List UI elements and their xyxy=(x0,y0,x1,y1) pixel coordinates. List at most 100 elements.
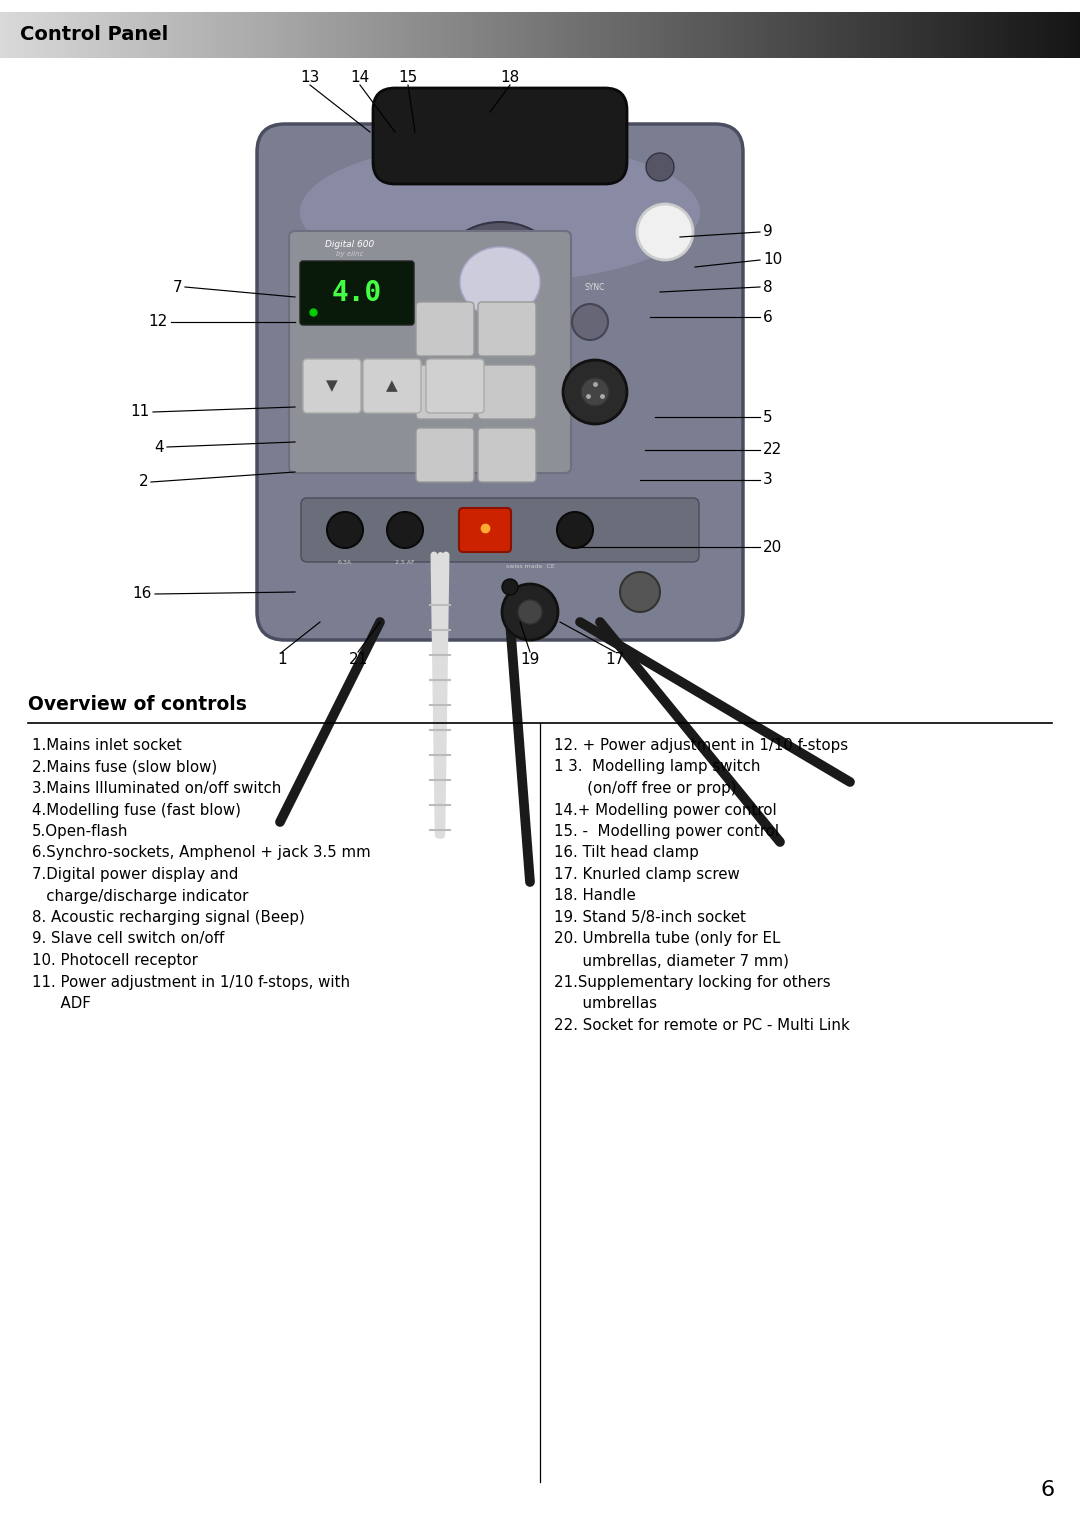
Bar xyxy=(392,12,396,58)
Bar xyxy=(472,12,475,58)
FancyBboxPatch shape xyxy=(416,302,474,355)
Bar xyxy=(375,12,378,58)
Bar xyxy=(468,12,472,58)
Bar xyxy=(353,12,356,58)
Circle shape xyxy=(518,601,542,624)
Bar xyxy=(640,12,645,58)
Bar xyxy=(691,12,694,58)
Bar xyxy=(14,12,18,58)
Bar xyxy=(8,12,11,58)
Text: 2: 2 xyxy=(138,475,148,490)
Text: 1: 1 xyxy=(278,653,287,668)
Bar xyxy=(65,12,68,58)
Bar xyxy=(767,12,770,58)
Bar xyxy=(386,12,389,58)
Bar xyxy=(940,12,943,58)
FancyBboxPatch shape xyxy=(363,358,421,414)
Bar xyxy=(327,12,332,58)
Bar xyxy=(900,12,904,58)
Bar xyxy=(57,12,62,58)
Bar xyxy=(889,12,893,58)
Bar xyxy=(630,12,634,58)
Text: 22. Socket for remote or PC - Multi Link: 22. Socket for remote or PC - Multi Link xyxy=(554,1017,850,1033)
Bar xyxy=(335,12,338,58)
Text: 13: 13 xyxy=(300,69,320,84)
Bar xyxy=(475,12,478,58)
Bar xyxy=(583,12,586,58)
Text: 9: 9 xyxy=(762,225,773,239)
Bar xyxy=(130,12,133,58)
Text: 3.Mains Illuminated on/off switch: 3.Mains Illuminated on/off switch xyxy=(32,781,282,797)
Bar xyxy=(518,12,522,58)
FancyBboxPatch shape xyxy=(426,358,484,414)
Bar xyxy=(980,12,983,58)
Bar xyxy=(137,12,140,58)
FancyBboxPatch shape xyxy=(478,365,536,418)
Bar xyxy=(1048,12,1051,58)
Bar xyxy=(1040,12,1044,58)
Bar xyxy=(821,12,824,58)
Circle shape xyxy=(327,512,363,548)
Bar xyxy=(454,12,457,58)
Bar xyxy=(602,12,605,58)
Bar xyxy=(410,12,414,58)
Bar xyxy=(543,12,548,58)
Bar xyxy=(835,12,839,58)
Bar xyxy=(839,12,842,58)
Bar xyxy=(267,12,270,58)
Bar xyxy=(94,12,97,58)
Bar xyxy=(278,12,281,58)
Bar xyxy=(432,12,435,58)
Bar xyxy=(947,12,950,58)
Bar xyxy=(219,12,224,58)
Bar xyxy=(1062,12,1066,58)
Bar xyxy=(313,12,316,58)
Bar xyxy=(321,12,324,58)
Bar xyxy=(756,12,759,58)
Bar xyxy=(986,12,990,58)
Bar xyxy=(623,12,626,58)
Bar xyxy=(932,12,936,58)
Bar xyxy=(724,12,727,58)
Bar xyxy=(424,12,429,58)
Text: 15. -  Modelling power control: 15. - Modelling power control xyxy=(554,824,779,840)
Bar xyxy=(62,12,65,58)
Bar xyxy=(1012,12,1015,58)
Bar xyxy=(688,12,691,58)
Bar xyxy=(886,12,889,58)
Bar xyxy=(378,12,381,58)
Text: 4.0: 4.0 xyxy=(332,279,382,306)
Bar xyxy=(116,12,119,58)
Bar xyxy=(140,12,144,58)
Bar xyxy=(802,12,807,58)
Bar xyxy=(850,12,853,58)
Bar xyxy=(716,12,720,58)
Bar xyxy=(562,12,565,58)
Bar xyxy=(853,12,856,58)
Text: Overview of controls: Overview of controls xyxy=(28,696,247,714)
Bar xyxy=(83,12,86,58)
Bar xyxy=(818,12,821,58)
FancyBboxPatch shape xyxy=(289,231,571,473)
Bar xyxy=(86,12,90,58)
Bar xyxy=(958,12,961,58)
Bar xyxy=(324,12,327,58)
Text: 9. Slave cell switch on/off: 9. Slave cell switch on/off xyxy=(32,931,225,947)
Bar xyxy=(342,12,346,58)
Ellipse shape xyxy=(300,142,700,282)
Bar xyxy=(882,12,886,58)
Bar xyxy=(241,12,245,58)
Bar xyxy=(532,12,537,58)
Bar xyxy=(338,12,342,58)
Bar xyxy=(846,12,850,58)
Bar xyxy=(170,12,173,58)
Bar xyxy=(36,12,40,58)
Bar xyxy=(558,12,562,58)
Bar xyxy=(1055,12,1058,58)
Bar xyxy=(154,12,159,58)
Bar xyxy=(727,12,731,58)
Bar xyxy=(799,12,802,58)
Bar xyxy=(349,12,353,58)
Text: 20. Umbrella tube (only for EL: 20. Umbrella tube (only for EL xyxy=(554,931,781,947)
Circle shape xyxy=(620,571,660,611)
